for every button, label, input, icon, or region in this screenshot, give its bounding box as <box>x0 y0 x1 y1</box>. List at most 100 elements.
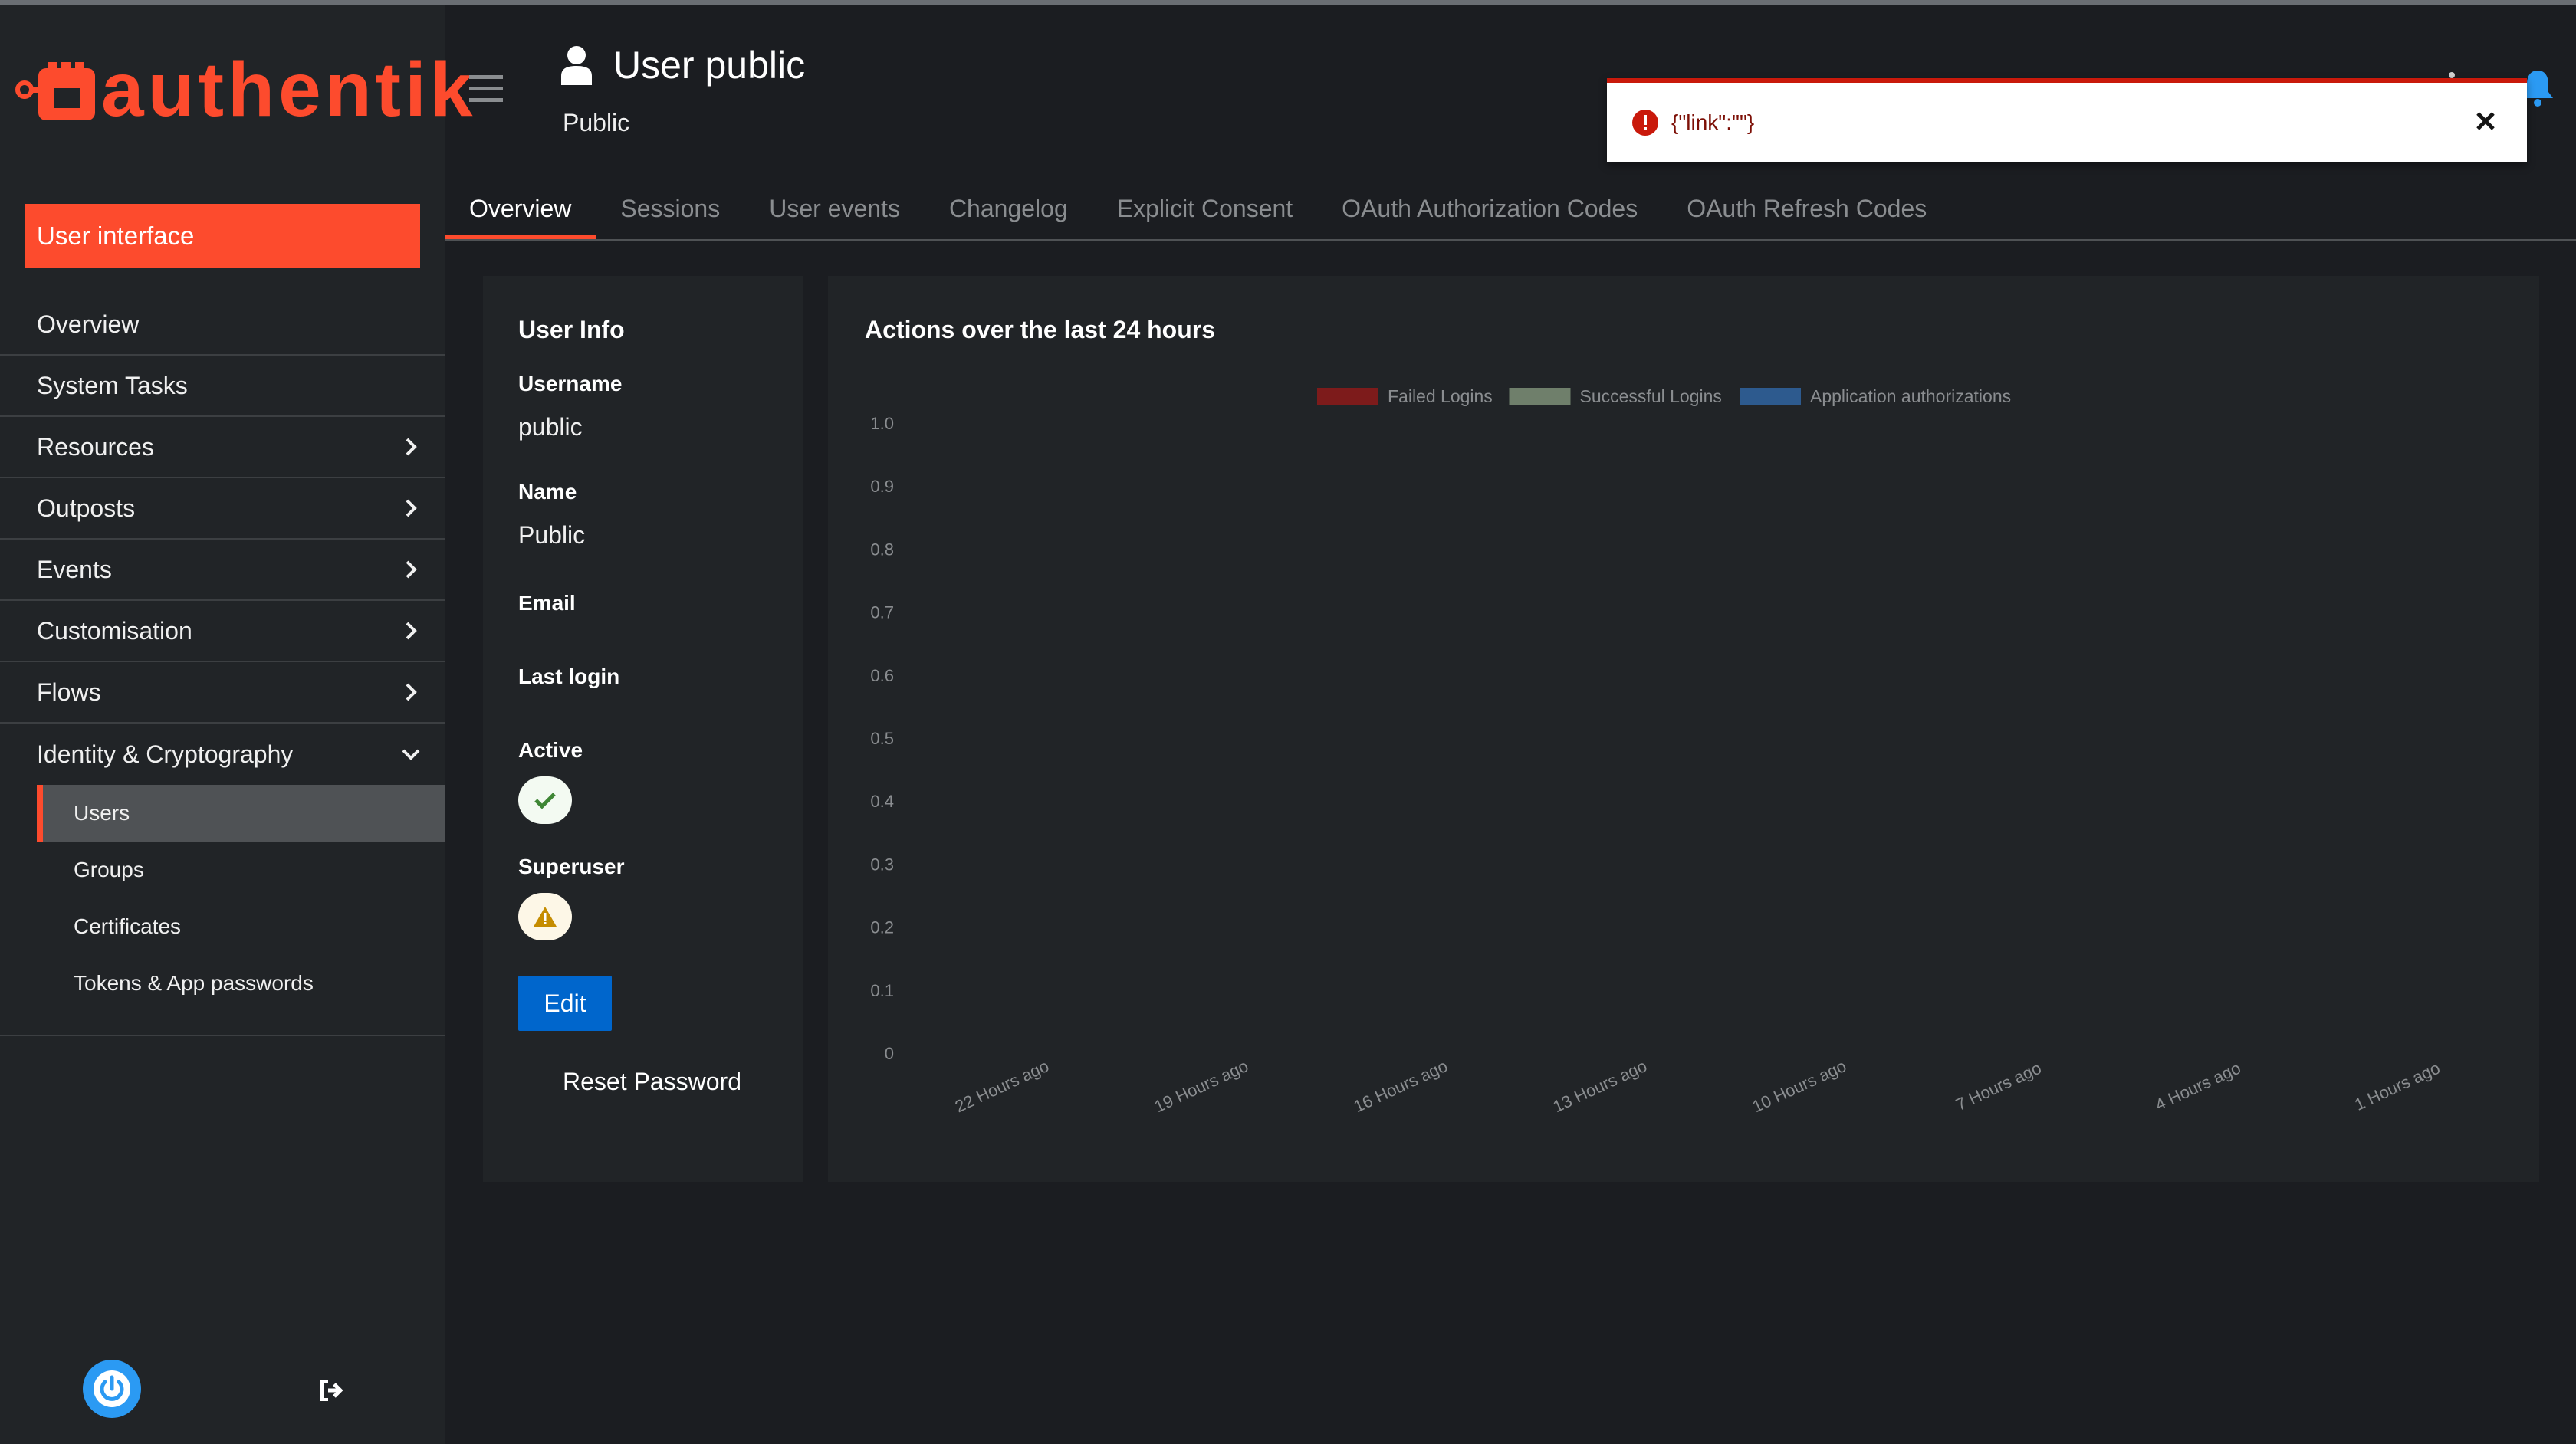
active-status-badge <box>518 776 572 824</box>
active-label: Active <box>518 738 583 762</box>
y-tick-label: 1.0 <box>870 414 894 433</box>
name-value: Public <box>518 521 586 549</box>
x-tick-label: 1 Hours ago <box>2351 1058 2443 1114</box>
tab-oauth-authorization-codes[interactable]: OAuth Authorization Codes <box>1342 195 1638 222</box>
tab-user-events[interactable]: User events <box>769 195 900 222</box>
sidebar-item-events[interactable]: Events <box>0 540 445 601</box>
sidebar-item-system-tasks[interactable]: System Tasks <box>0 356 445 417</box>
brand-logo[interactable]: authentik <box>15 51 476 128</box>
toast-message: {"link":""} <box>1671 110 1755 134</box>
sidebar-item-label: Flows <box>37 678 101 706</box>
hamburger-menu-icon[interactable] <box>469 74 503 104</box>
sidebar-item-identity-cryptography[interactable]: Identity & Cryptography <box>0 724 445 785</box>
sidebar-item-label: Events <box>37 555 112 583</box>
sidebar-item-label: Tokens & App passwords <box>74 971 314 995</box>
warning-icon <box>534 907 557 927</box>
legend-label: Successful Logins <box>1580 386 1722 406</box>
sidebar-item-label: Users <box>74 801 130 825</box>
username-value: public <box>518 413 583 441</box>
user-icon <box>561 46 592 85</box>
close-icon[interactable] <box>2475 110 2496 132</box>
tab-explicit-consent[interactable]: Explicit Consent <box>1116 195 1293 222</box>
page-title-row: User public <box>560 43 805 87</box>
tab-bar: Overview Sessions User events Changelog … <box>445 181 2576 241</box>
chevron-right-icon <box>400 681 422 703</box>
x-tick-label: 16 Hours ago <box>1351 1056 1451 1116</box>
legend-label: Failed Logins <box>1388 386 1493 406</box>
y-tick-label: 0.3 <box>870 855 894 874</box>
sidebar-item-overview[interactable]: Overview <box>0 294 445 356</box>
sidebar-item-label: Groups <box>74 858 144 881</box>
avatar[interactable] <box>83 1360 141 1418</box>
actions-chart: Failed Logins Successful Logins Applicatio… <box>870 386 2443 1116</box>
chevron-down-icon <box>400 743 422 765</box>
x-tick-label: 19 Hours ago <box>1152 1056 1251 1116</box>
sidebar-item-outposts[interactable]: Outposts <box>0 478 445 540</box>
sidebar-footer <box>0 1360 445 1421</box>
y-tick-label: 0.6 <box>870 666 894 685</box>
sidebar: authentik User interface Overview System… <box>0 5 472 1444</box>
name-label: Name <box>518 480 577 504</box>
page-subtitle: Public <box>563 109 630 136</box>
chevron-right-icon <box>400 497 422 519</box>
sign-out-icon[interactable] <box>317 1377 345 1404</box>
sidebar-item-label: Overview <box>37 310 140 338</box>
last-login-label: Last login <box>518 665 620 688</box>
sidebar-item-label: Identity & Cryptography <box>37 740 294 768</box>
y-tick-label: 0.8 <box>870 540 894 559</box>
tab-overview[interactable]: Overview <box>445 181 596 239</box>
top-border <box>0 0 2576 5</box>
y-tick-label: 0 <box>885 1044 894 1063</box>
sidebar-item-label: Outposts <box>37 494 136 522</box>
sidebar-item-tokens[interactable]: Tokens & App passwords <box>0 955 445 1012</box>
error-circle-icon <box>1632 110 1658 136</box>
email-label: Email <box>518 591 576 615</box>
edit-button[interactable]: Edit <box>518 976 612 1031</box>
superuser-status-badge <box>518 893 572 940</box>
user-interface-button[interactable]: User interface <box>25 204 420 268</box>
sidebar-item-label: Resources <box>37 432 154 461</box>
tab-oauth-refresh-codes[interactable]: OAuth Refresh Codes <box>1687 195 1927 222</box>
y-tick-label: 0.7 <box>870 603 894 622</box>
sidebar-item-users[interactable]: Users <box>37 785 445 842</box>
x-tick-label: 4 Hours ago <box>2152 1058 2243 1114</box>
legend-swatch <box>1509 388 1571 405</box>
sidebar-item-label: Certificates <box>74 914 182 938</box>
sidebar-item-resources[interactable]: Resources <box>0 417 445 478</box>
legend-swatch <box>1317 388 1378 405</box>
legend-swatch <box>1740 388 1801 405</box>
sidebar-item-flows[interactable]: Flows <box>0 662 445 724</box>
user-info-card: User Info Username public Name Public Em… <box>483 276 803 1182</box>
sidebar-item-label: Customisation <box>37 616 192 645</box>
check-icon <box>534 793 556 809</box>
superuser-label: Superuser <box>518 855 625 878</box>
y-tick-label: 0.2 <box>870 918 894 937</box>
user-info-title: User Info <box>518 316 625 343</box>
power-icon <box>94 1370 130 1407</box>
error-toast: {"link":""} <box>1607 78 2527 162</box>
y-tick-label: 0.9 <box>870 477 894 496</box>
sidebar-item-customisation[interactable]: Customisation <box>0 601 445 662</box>
bell-icon[interactable] <box>2521 69 2555 107</box>
sidebar-item-label: System Tasks <box>37 371 188 399</box>
tab-changelog[interactable]: Changelog <box>948 195 1068 222</box>
kebab-dot-icon[interactable] <box>2449 72 2455 78</box>
username-label: Username <box>518 372 623 395</box>
x-tick-label: 22 Hours ago <box>952 1056 1052 1116</box>
x-tick-label: 13 Hours ago <box>1550 1056 1650 1116</box>
sidebar-item-groups[interactable]: Groups <box>0 842 445 898</box>
sidebar-subnav: Users Groups Certificates Tokens & App p… <box>0 785 445 1036</box>
legend-label: Application authorizations <box>1810 386 2011 406</box>
page-header: User public Public <box>445 5 2576 235</box>
tab-sessions[interactable]: Sessions <box>620 195 721 222</box>
chevron-right-icon <box>400 559 422 580</box>
chart-title: Actions over the last 24 hours <box>865 316 1216 343</box>
actions-chart-card: Failed Logins Successful Logins Applicatio… <box>828 276 2539 1182</box>
authentik-logo-icon <box>15 62 95 120</box>
y-tick-label: 0.1 <box>870 981 894 1000</box>
sidebar-item-certificates[interactable]: Certificates <box>0 898 445 955</box>
x-tick-label: 7 Hours ago <box>1953 1058 2044 1114</box>
reset-password-button[interactable]: Reset Password <box>563 1068 741 1095</box>
y-tick-label: 0.4 <box>870 792 894 811</box>
chevron-right-icon <box>400 620 422 642</box>
